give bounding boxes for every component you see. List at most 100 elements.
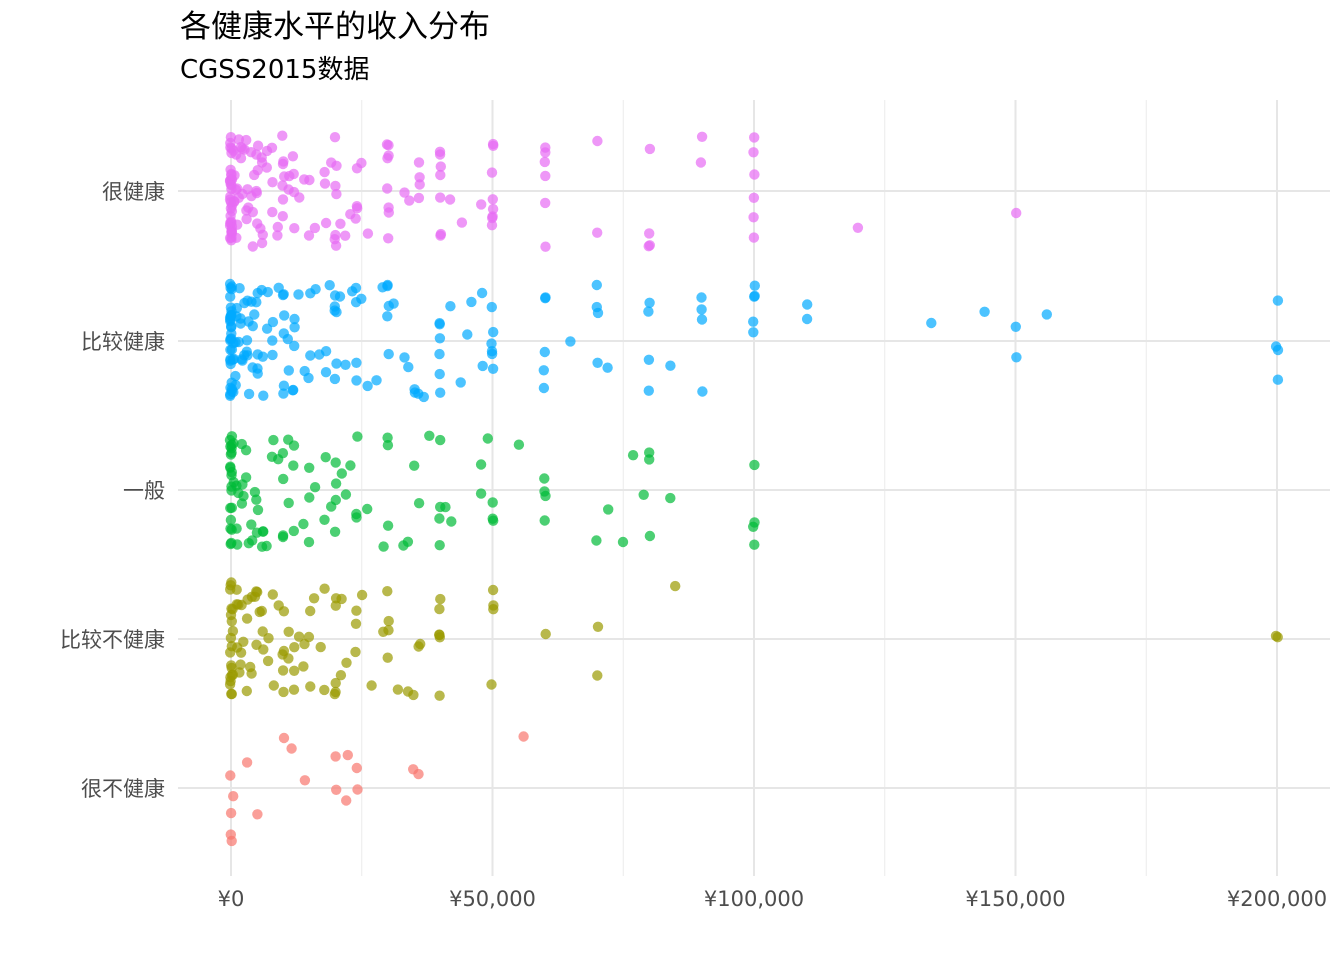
data-point bbox=[539, 515, 550, 526]
data-point bbox=[225, 829, 236, 840]
data-point bbox=[749, 459, 760, 471]
data-point bbox=[434, 318, 445, 329]
data-point bbox=[252, 586, 263, 598]
data-point bbox=[283, 653, 294, 664]
data-point bbox=[1011, 207, 1022, 219]
data-point bbox=[261, 540, 272, 552]
data-point bbox=[644, 143, 656, 155]
data-point bbox=[665, 360, 676, 371]
data-point bbox=[324, 280, 335, 291]
data-point bbox=[749, 280, 760, 291]
data-point bbox=[644, 240, 655, 251]
data-point bbox=[399, 187, 410, 198]
data-point bbox=[350, 282, 362, 294]
data-point bbox=[252, 809, 263, 820]
data-point bbox=[241, 757, 253, 768]
data-point bbox=[413, 498, 425, 509]
data-point bbox=[329, 373, 341, 385]
data-point bbox=[246, 668, 257, 679]
data-point bbox=[362, 380, 373, 392]
data-point bbox=[486, 338, 497, 349]
data-point bbox=[283, 497, 294, 509]
data-point bbox=[351, 375, 362, 386]
x-tick-label: ¥150,000 bbox=[965, 887, 1065, 911]
data-point bbox=[235, 647, 247, 658]
data-point bbox=[263, 633, 274, 644]
series-points bbox=[224, 278, 1284, 403]
data-point bbox=[424, 430, 435, 441]
data-point bbox=[444, 194, 456, 205]
data-point bbox=[225, 282, 236, 294]
data-point bbox=[414, 172, 425, 183]
data-point bbox=[435, 593, 446, 605]
data-point bbox=[278, 686, 289, 698]
data-point bbox=[455, 377, 466, 388]
data-point bbox=[319, 514, 330, 525]
data-point bbox=[235, 659, 246, 670]
data-point bbox=[278, 732, 290, 744]
data-point bbox=[277, 158, 289, 170]
data-point bbox=[486, 346, 498, 357]
data-point bbox=[247, 320, 258, 332]
data-point bbox=[227, 625, 239, 637]
y-tick-label: 很健康 bbox=[102, 180, 165, 204]
data-point bbox=[487, 513, 498, 524]
data-point bbox=[351, 357, 362, 368]
data-point bbox=[356, 589, 368, 601]
data-point bbox=[230, 379, 241, 391]
data-point bbox=[308, 593, 320, 604]
data-point bbox=[262, 286, 273, 298]
data-point bbox=[249, 309, 260, 320]
x-tick-label: ¥100,000 bbox=[704, 887, 804, 911]
data-point bbox=[665, 492, 676, 504]
data-point bbox=[696, 304, 707, 315]
data-point bbox=[748, 212, 759, 223]
data-point bbox=[309, 222, 321, 234]
data-point bbox=[330, 478, 342, 489]
data-point bbox=[238, 636, 249, 647]
data-point bbox=[979, 306, 990, 317]
data-point bbox=[695, 157, 707, 168]
data-point bbox=[413, 157, 425, 168]
data-point bbox=[382, 652, 393, 663]
data-point bbox=[1272, 374, 1284, 385]
data-point bbox=[440, 501, 451, 513]
data-point bbox=[538, 365, 549, 376]
data-point bbox=[232, 539, 243, 550]
data-point bbox=[277, 665, 289, 676]
data-point bbox=[434, 540, 445, 551]
data-point bbox=[293, 289, 304, 300]
data-point bbox=[266, 142, 278, 153]
series-points bbox=[224, 130, 1022, 252]
data-point bbox=[399, 352, 410, 363]
data-point bbox=[336, 468, 347, 479]
data-point bbox=[305, 681, 316, 692]
data-point bbox=[434, 368, 445, 380]
data-point bbox=[288, 684, 300, 695]
data-point bbox=[414, 179, 425, 190]
data-point bbox=[749, 539, 760, 550]
data-point bbox=[340, 230, 351, 241]
data-point bbox=[241, 335, 253, 346]
data-point bbox=[434, 348, 445, 360]
data-point bbox=[342, 749, 353, 761]
data-point bbox=[696, 314, 708, 325]
minor-gridlines bbox=[361, 100, 1147, 876]
data-point bbox=[382, 586, 393, 597]
data-point bbox=[277, 289, 289, 301]
data-point bbox=[362, 228, 374, 239]
data-point bbox=[303, 536, 315, 548]
data-point bbox=[262, 655, 274, 667]
data-point bbox=[749, 517, 760, 528]
data-point bbox=[1270, 341, 1282, 352]
data-point bbox=[240, 445, 252, 456]
data-point bbox=[638, 489, 649, 500]
data-point bbox=[748, 232, 760, 243]
data-point bbox=[286, 743, 297, 754]
data-point bbox=[487, 212, 498, 224]
data-point bbox=[446, 516, 457, 527]
data-point bbox=[230, 370, 241, 382]
data-point bbox=[592, 227, 603, 238]
data-point bbox=[277, 530, 289, 541]
